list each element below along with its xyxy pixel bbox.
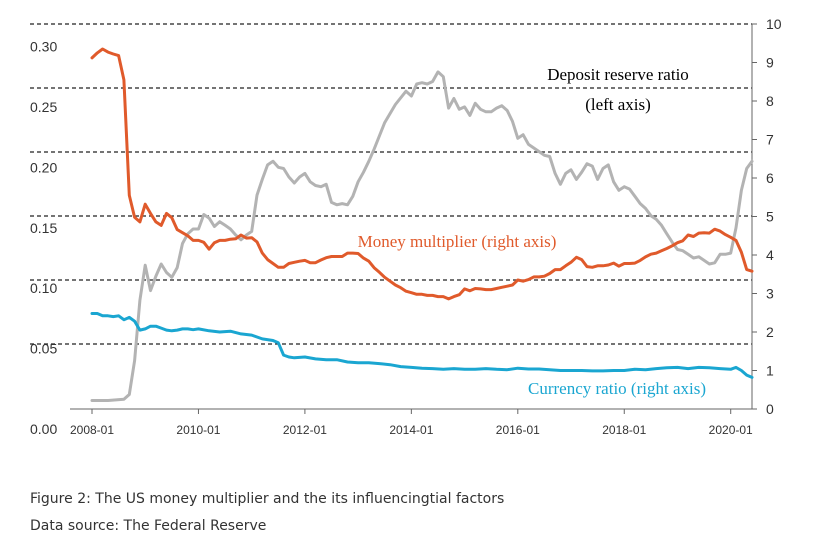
- x-tick-label: 2020-01: [709, 423, 753, 437]
- annotation-label: Money multiplier (right axis): [358, 232, 557, 251]
- right-tick-label: 0: [766, 401, 774, 417]
- right-tick-label: 7: [766, 132, 774, 148]
- x-tick-label: 2018-01: [602, 423, 646, 437]
- x-tick-label: 2016-01: [496, 423, 540, 437]
- right-tick-label: 8: [766, 93, 774, 109]
- series-lines: [90, 47, 754, 402]
- left-tick-label: 0.00: [30, 421, 57, 437]
- x-tick-label: 2008-01: [70, 423, 114, 437]
- figure-caption: Figure 2: The US money multiplier and th…: [30, 491, 505, 507]
- data-source: Data source: The Federal Reserve: [30, 518, 267, 534]
- right-tick-label: 10: [766, 16, 782, 32]
- x-tick-label: 2014-01: [389, 423, 433, 437]
- left-tick-label: 0.30: [30, 39, 57, 55]
- annotation-label: Deposit reserve ratio: [547, 65, 689, 84]
- left-tick-label: 0.20: [30, 159, 57, 175]
- axes: 0.00 0.05 0.10 0.15 0.20 0.25 0.30 0 1 2 3 4 5 6 7 8 9 10…: [30, 16, 782, 437]
- series-line-deposit-reserve-ratio: [90, 70, 754, 402]
- right-tick-label: 4: [766, 247, 774, 263]
- left-tick-label: 0.10: [30, 280, 57, 296]
- x-tick-label: 2010-01: [176, 423, 220, 437]
- annotations: Deposit reserve ratio (left axis) Money mu…: [358, 65, 706, 398]
- left-tick-label: 0.25: [30, 99, 57, 115]
- right-tick-label: 2: [766, 324, 774, 340]
- right-tick-label: 5: [766, 209, 774, 225]
- right-tick-label: 1: [766, 363, 774, 379]
- annotation-label: Currency ratio (right axis): [528, 379, 706, 398]
- annotation-label: (left axis): [585, 95, 651, 114]
- series-line-currency-ratio: [90, 312, 754, 379]
- left-tick-label: 0.05: [30, 341, 57, 357]
- series-line-money-multiplier: [90, 47, 754, 301]
- right-tick-label: 6: [766, 170, 774, 186]
- left-tick-label: 0.15: [30, 220, 57, 236]
- right-tick-label: 9: [766, 55, 774, 71]
- x-tick-label: 2012-01: [283, 423, 327, 437]
- right-tick-label: 3: [766, 286, 774, 302]
